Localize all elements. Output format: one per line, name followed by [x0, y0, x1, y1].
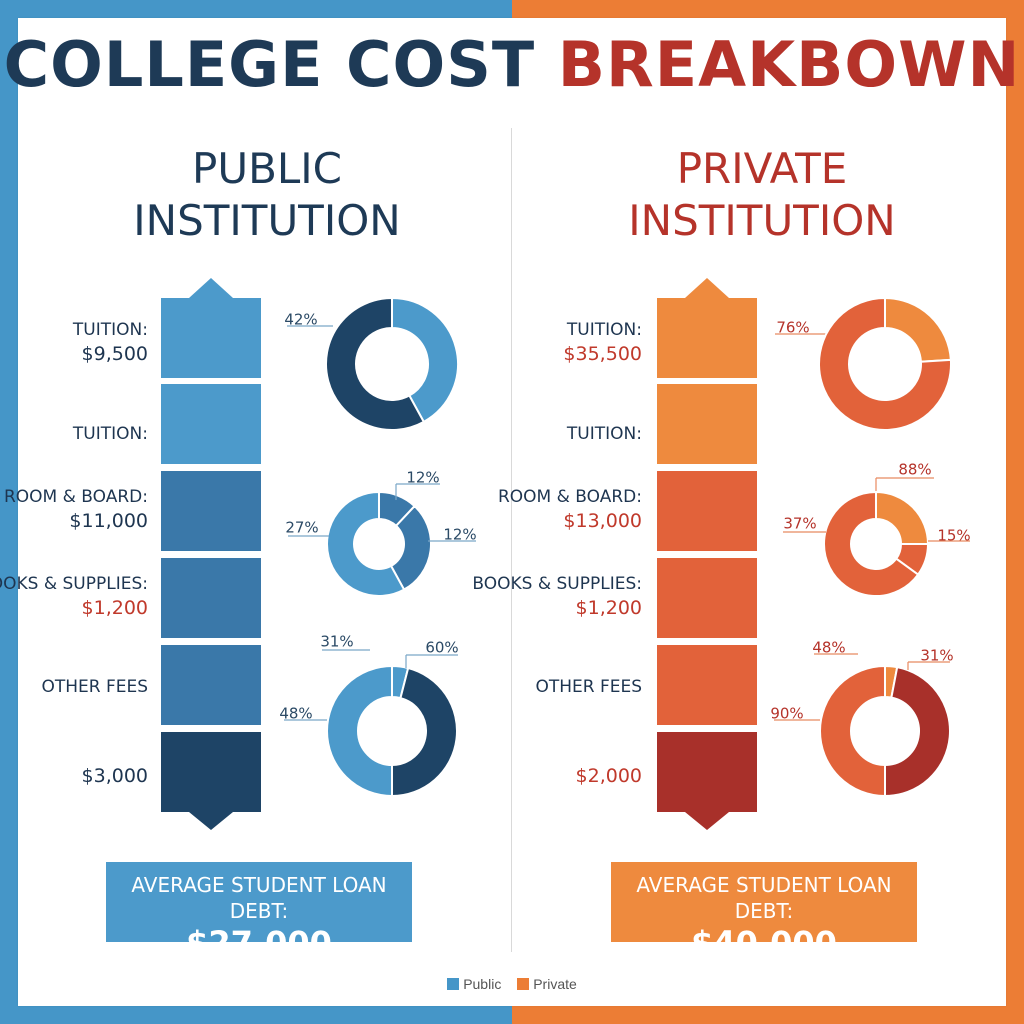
public-donut-label: 48% [279, 705, 312, 723]
legend-swatch-private [517, 978, 530, 990]
private-donut-leader-line [875, 477, 934, 492]
private-donut-label: 15% [937, 527, 970, 545]
private-donut-label: 48% [812, 639, 845, 657]
public-donut-hole [358, 697, 426, 765]
private-bar-segment [657, 471, 757, 551]
private-category-label: BOOKS & SUPPLIES: $1,200 [472, 574, 642, 619]
public-bar-segment [161, 298, 261, 378]
public-donut-label: 27% [285, 519, 318, 537]
public-category-label: TUITION: [72, 424, 148, 444]
public-category-label: OTHER FEES [41, 677, 148, 697]
private-debt-box: AVERAGE STUDENT LOAN DEBT: $40,000 [611, 862, 917, 962]
public-heading-line-2: INSTITUTION [133, 196, 401, 245]
private-debt-value: $40,000 [691, 924, 837, 962]
private-donut-hole [851, 519, 901, 569]
public-donut-label: 60% [425, 639, 458, 657]
private-category-label: TUITION: $35,500 [563, 320, 642, 365]
private-bar-arrow-down [685, 812, 729, 830]
public-heading-line-1: PUBLIC [192, 144, 342, 193]
public-donut-label: 12% [406, 469, 439, 487]
public-heading: PUBLIC INSTITUTION [47, 143, 487, 247]
private-bar-segment [657, 732, 757, 812]
public-donut-leader-line [405, 654, 458, 668]
public-debt-value: $27,000 [186, 924, 332, 962]
public-bar-arrow-up [189, 278, 233, 298]
private-donut-leader-line [907, 661, 950, 670]
public-category-label: TUITION: $9,500 [72, 320, 148, 365]
private-category-label: OTHER FEES [535, 677, 642, 697]
public-debt-box: AVERAGE STUDENT LOAN DEBT: $27,000 [106, 862, 412, 962]
public-donut-hole [356, 328, 428, 400]
legend-swatch-public [447, 978, 460, 990]
private-donut-hole [849, 328, 921, 400]
public-bar-arrow-down [189, 812, 233, 830]
page-title: COLLEGE COST BREAKBOWN [0, 28, 1024, 101]
private-category-label: $2,000 [575, 765, 642, 787]
public-bar-segment [161, 471, 261, 551]
private-donut-label: 90% [770, 705, 803, 723]
private-donut-label: 88% [898, 461, 931, 479]
private-bar-segment [657, 645, 757, 725]
private-donut-hole [851, 697, 919, 765]
private-bar-segment [657, 298, 757, 378]
legend-item-public: Public [447, 976, 501, 992]
private-bar-arrow-up [685, 278, 729, 298]
private-heading: PRIVATE INSTITUTION [542, 143, 982, 247]
public-bar-segment [161, 645, 261, 725]
private-bar-segment [657, 384, 757, 464]
public-donut-label: 12% [443, 526, 476, 544]
public-category-label: $3,000 [81, 765, 148, 787]
legend-item-private: Private [517, 976, 577, 992]
public-category-label: BOOKS & SUPPLIES:$1,200 [0, 574, 148, 619]
private-bar-segment [657, 558, 757, 638]
column-divider [511, 128, 512, 952]
public-donut-label: 42% [284, 311, 317, 329]
public-donut-hole [354, 519, 404, 569]
public-donut-leader-line [395, 483, 440, 500]
title-part-2: BREAKBOWN [557, 28, 1021, 101]
public-bar-segment [161, 732, 261, 812]
private-debt-title: AVERAGE STUDENT LOAN DEBT: [636, 873, 892, 923]
public-bar-segment [161, 384, 261, 464]
public-category-label: ROOM & BOARD: $11,000 [3, 487, 148, 532]
legend: Public Private [0, 976, 1024, 992]
private-category-label: TUITION: [566, 424, 642, 444]
public-donut-label: 31% [320, 633, 353, 651]
private-category-label: ROOM & BOARD: $13,000 [497, 487, 642, 532]
private-donut-label: 37% [783, 515, 816, 533]
private-heading-line-2: INSTITUTION [628, 196, 896, 245]
private-donut-label: 31% [920, 647, 953, 665]
private-heading-line-1: PRIVATE [676, 144, 848, 193]
public-bar-segment [161, 558, 261, 638]
public-debt-title: AVERAGE STUDENT LOAN DEBT: [131, 873, 387, 923]
title-part-1: COLLEGE COST [3, 28, 536, 101]
private-donut-label: 76% [776, 319, 809, 337]
